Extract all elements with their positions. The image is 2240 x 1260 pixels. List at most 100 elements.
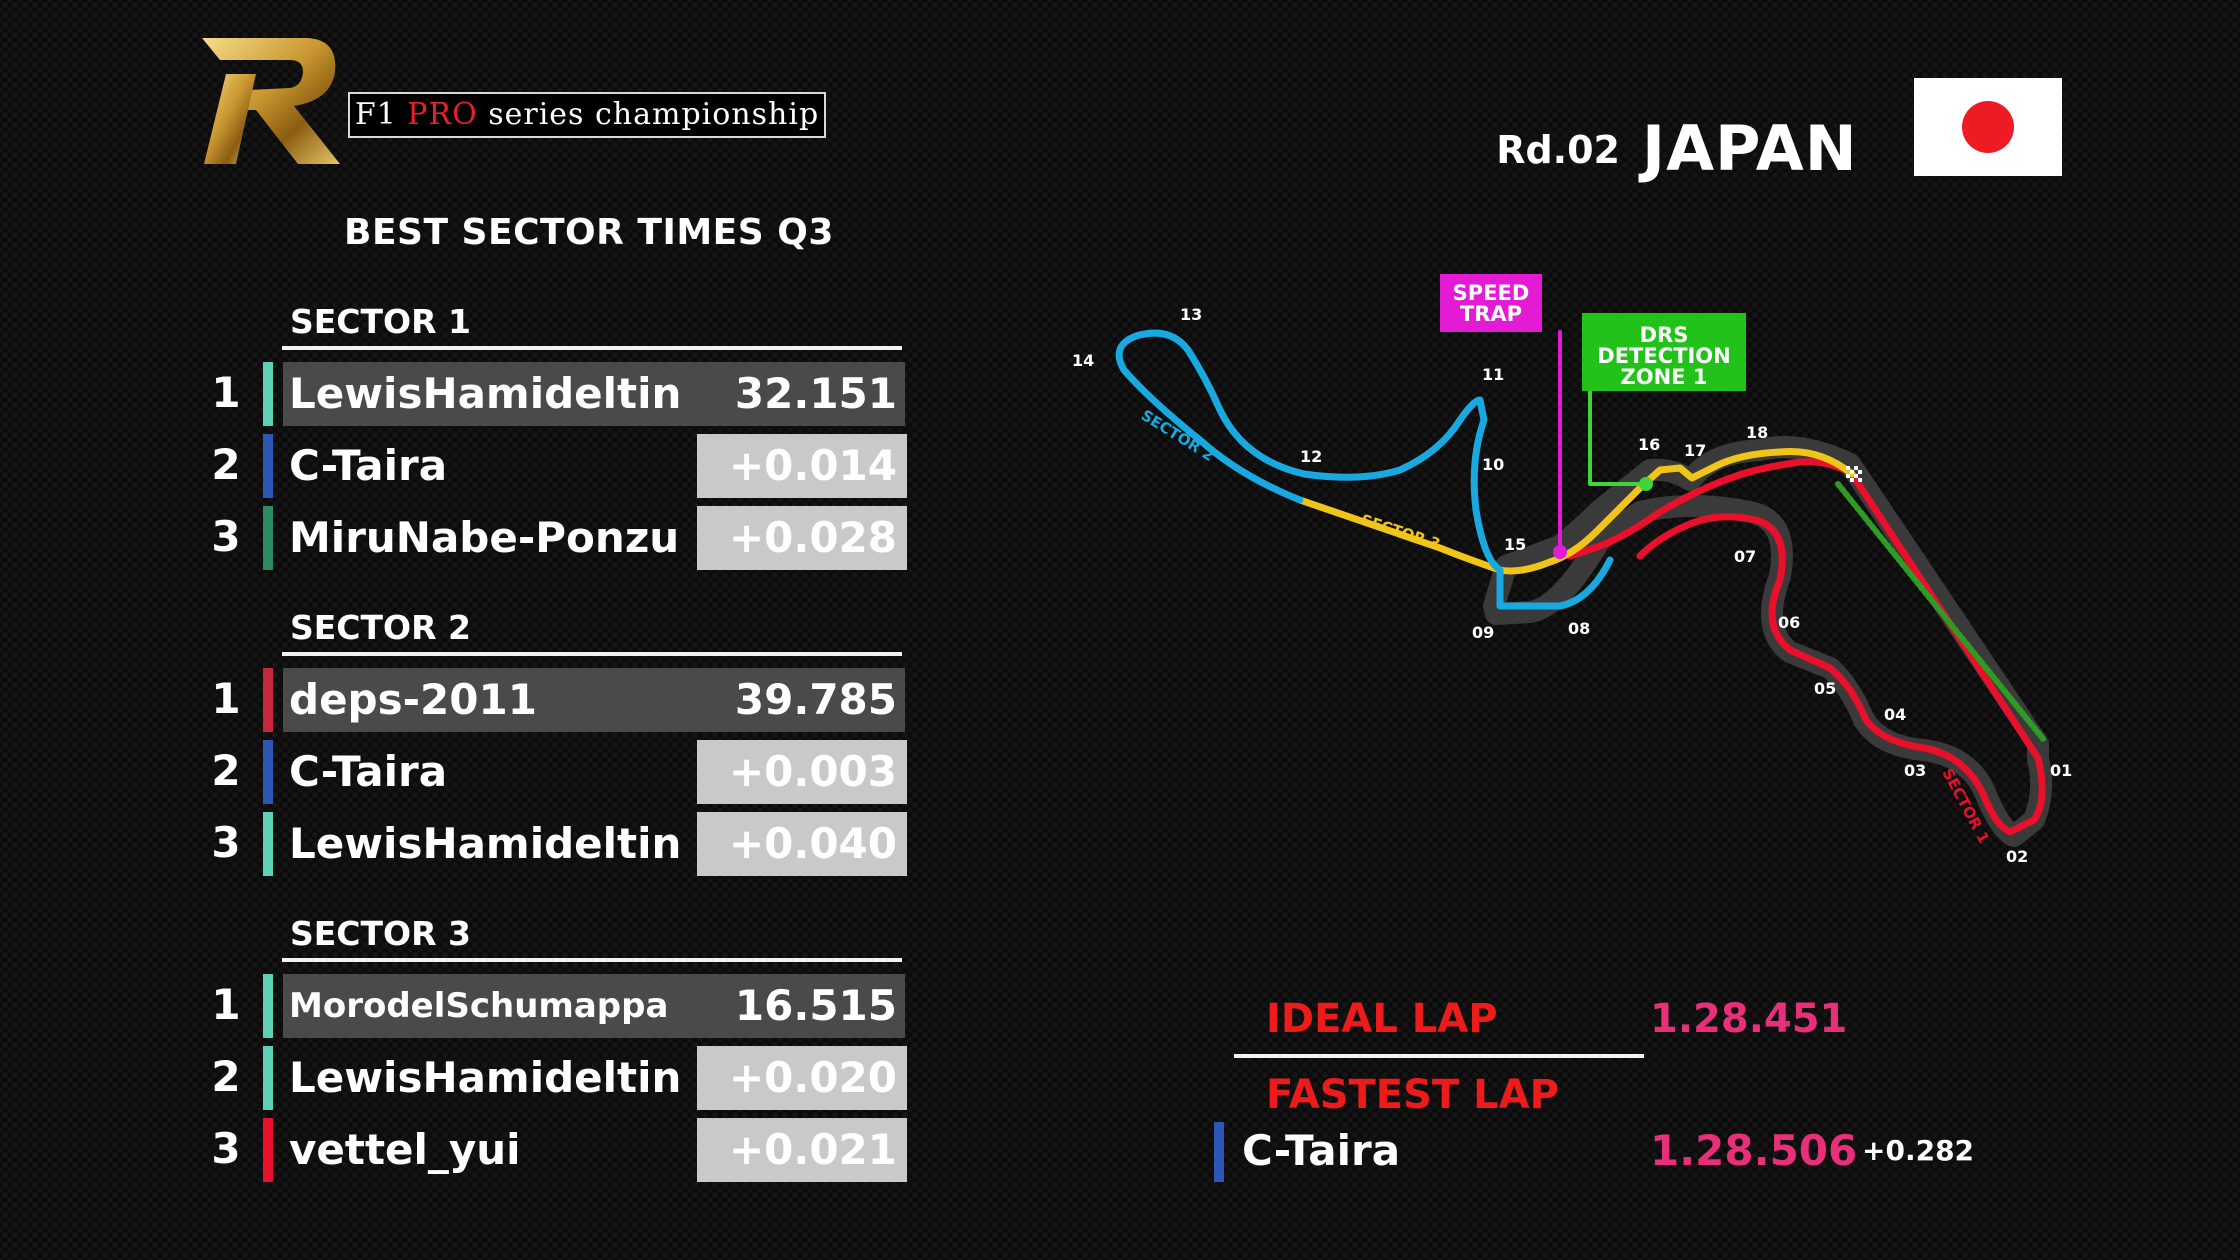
sector-1-title: SECTOR 1 [290, 302, 471, 341]
position: 2 [211, 746, 241, 795]
table-row: 1 deps-2011 39.785 [205, 668, 905, 732]
drs-zone [1835, 481, 2047, 743]
round-label: Rd.02 [1496, 128, 1620, 172]
turn-01: 01 [2050, 761, 2072, 780]
track-map: SECTOR 2 SECTOR 3 SECTOR 1 01 02 03 04 0… [1072, 305, 2072, 866]
ideal-lap-time: 1.28.451 [1650, 996, 1848, 1042]
turn-07: 07 [1734, 547, 1756, 566]
position: 1 [211, 368, 241, 417]
speed-trap-label: SPEED TRAP [1440, 274, 1542, 332]
chequered-flag-icon [1846, 466, 1862, 482]
sector-time: 39.785 [734, 675, 897, 724]
position: 1 [211, 674, 241, 723]
series-prefix: F1 [354, 97, 397, 132]
championship-logo [202, 38, 340, 164]
position: 1 [211, 980, 241, 1029]
japan-flag-icon [1914, 78, 2062, 176]
sector-time: 32.151 [734, 369, 897, 418]
fastest-lap-gap: +0.282 [1862, 1134, 1975, 1167]
sector-2-title: SECTOR 2 [290, 608, 471, 647]
sector-2-rule [282, 652, 902, 656]
turn-17: 17 [1684, 441, 1706, 460]
gap-time: +0.020 [697, 1046, 907, 1110]
table-row: 1 MorodelSchumappa 16.515 [205, 974, 905, 1038]
sector-2-path [1115, 329, 1614, 610]
turn-09: 09 [1472, 623, 1494, 642]
driver-name: LewisHamideltin [289, 819, 682, 868]
sector-3-title: SECTOR 3 [290, 914, 471, 953]
drs-line [1588, 389, 1648, 486]
fastest-lap-time: 1.28.506 [1650, 1126, 1858, 1175]
fastest-lap-driver: C-Taira [1242, 1126, 1401, 1175]
series-pro: PRO [407, 97, 478, 132]
track-sector-2-label: SECTOR 2 [1138, 406, 1217, 465]
lap-divider [1234, 1054, 1644, 1058]
driver-name: MorodelSchumappa [283, 974, 905, 1038]
table-row: 2 C-Taira +0.003 [205, 740, 907, 804]
turn-18: 18 [1746, 423, 1768, 442]
position: 3 [211, 818, 241, 867]
series-title-box: F1 PRO series championship [348, 92, 826, 138]
turn-13: 13 [1180, 305, 1202, 324]
drs-detection-label: DRS DETECTION ZONE 1 [1582, 313, 1746, 391]
position: 2 [211, 1052, 241, 1101]
country-name: JAPAN [1642, 112, 1858, 185]
team-color-bar [263, 1046, 273, 1110]
fastest-lap-label: FASTEST LAP [1266, 1072, 1559, 1118]
gap-time: +0.040 [697, 812, 907, 876]
team-color-bar [1214, 1122, 1224, 1182]
turn-02: 02 [2006, 847, 2028, 866]
table-row: 1 LewisHamideltin 32.151 [205, 362, 905, 426]
driver-name: C-Taira [289, 441, 448, 490]
turn-04: 04 [1884, 705, 1906, 724]
driver-name: LewisHamideltin [289, 1053, 682, 1102]
turn-06: 06 [1778, 613, 1800, 632]
speed-trap-point [1553, 545, 1567, 559]
position: 3 [211, 512, 241, 561]
turn-08: 08 [1568, 619, 1590, 638]
team-color-bar [263, 740, 273, 804]
team-color-bar [263, 434, 273, 498]
series-suffix: series championship [488, 97, 820, 132]
turn-12: 12 [1300, 447, 1322, 466]
table-row: 3 MiruNabe-Ponzu +0.028 [205, 506, 907, 570]
sector-time: 16.515 [734, 981, 897, 1030]
team-color-bar [263, 812, 273, 876]
driver-name: vettel_yui [289, 1125, 521, 1174]
turn-05: 05 [1814, 679, 1836, 698]
sector-1-path [1566, 458, 2042, 762]
gap-time: +0.028 [697, 506, 907, 570]
table-row: 3 LewisHamideltin +0.040 [205, 812, 907, 876]
track-sector-3-label: SECTOR 3 [1359, 511, 1443, 554]
turn-11: 11 [1482, 365, 1504, 384]
driver-name: deps-2011 [283, 668, 905, 732]
page-heading: BEST SECTOR TIMES Q3 [344, 212, 834, 253]
table-row: 2 LewisHamideltin +0.020 [205, 1046, 907, 1110]
turn-16: 16 [1638, 435, 1660, 454]
gap-time: +0.003 [697, 740, 907, 804]
sector-1-path-b [1636, 513, 2046, 836]
driver-name: LewisHamideltin [283, 362, 905, 426]
gap-time: +0.014 [697, 434, 907, 498]
turn-03: 03 [1904, 761, 1926, 780]
table-row: 2 C-Taira +0.014 [205, 434, 907, 498]
team-color-bar [263, 362, 273, 426]
sector-1-rule [282, 346, 902, 350]
ideal-lap-label: IDEAL LAP [1266, 996, 1498, 1042]
gap-time: +0.021 [697, 1118, 907, 1182]
sector-3-rule [282, 958, 902, 962]
team-color-bar [263, 974, 273, 1038]
sector-3-path [1296, 447, 1856, 575]
table-row: 3 vettel_yui +0.021 [205, 1118, 907, 1182]
team-color-bar [263, 1118, 273, 1182]
driver-name: C-Taira [289, 747, 448, 796]
drs-detection-point [1639, 477, 1653, 491]
turn-14: 14 [1072, 351, 1094, 370]
team-color-bar [263, 668, 273, 732]
turn-10: 10 [1482, 455, 1504, 474]
turn-15: 15 [1504, 535, 1526, 554]
position: 3 [211, 1124, 241, 1173]
team-color-bar [263, 506, 273, 570]
driver-name: MiruNabe-Ponzu [289, 513, 680, 562]
position: 2 [211, 440, 241, 489]
